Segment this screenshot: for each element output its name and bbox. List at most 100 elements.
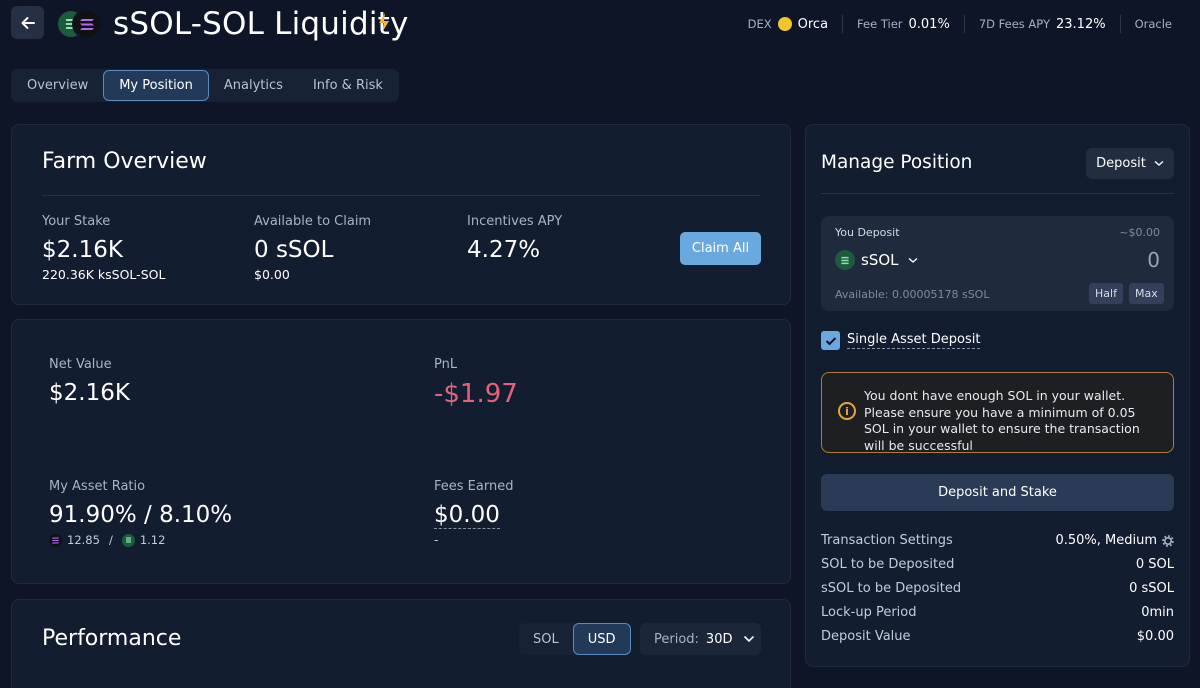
- pnl-label: PnL: [434, 357, 458, 372]
- gear-icon: [1162, 534, 1174, 547]
- available-to-claim-label: Available to Claim: [254, 214, 372, 229]
- dex-value: Orca: [797, 16, 829, 32]
- transaction-settings-value[interactable]: 0.50%, Medium: [1055, 533, 1174, 548]
- info-value: 0 sSOL: [1129, 581, 1174, 596]
- tab-bar: Overview My Position Analytics Info & Ri…: [11, 69, 399, 102]
- chevron-down-icon: [744, 635, 755, 643]
- period-label: Period:: [654, 631, 699, 647]
- deposit-input-box: You Deposit ~$0.00 sSOL 0 Available: 0.0…: [821, 216, 1174, 311]
- token-name: sSOL: [861, 251, 899, 269]
- deposit-and-stake-button[interactable]: Deposit and Stake: [821, 474, 1174, 511]
- toggle-usd[interactable]: USD: [572, 623, 631, 655]
- check-icon: [825, 336, 836, 345]
- info-key: Deposit Value: [821, 629, 911, 644]
- info-value: $0.00: [1136, 629, 1174, 644]
- ssol-token-icon: [121, 533, 135, 547]
- you-deposit-label: You Deposit: [835, 226, 900, 239]
- header-stats: DEX Orca Fee Tier 0.01% 7D Fees APY 23.1…: [734, 14, 1186, 34]
- info-key: sSOL to be Deposited: [821, 581, 962, 596]
- info-value: 0 SOL: [1135, 557, 1174, 572]
- farm-overview-title: Farm Overview: [42, 149, 207, 174]
- pair-token-icon: [56, 9, 104, 39]
- asset-ratio-breakdown: 12.85 / 1.12: [49, 533, 165, 547]
- tab-my-position[interactable]: My Position: [103, 70, 209, 101]
- your-stake-label: Your Stake: [42, 214, 111, 229]
- net-value-label: Net Value: [49, 357, 112, 372]
- orca-icon: [777, 17, 792, 31]
- oracle-stat[interactable]: Oracle: [1119, 15, 1186, 33]
- fees-earned-label: Fees Earned: [434, 479, 514, 494]
- toggle-sol[interactable]: SOL: [533, 631, 559, 647]
- fees-apy-value: 23.12%: [1056, 16, 1106, 32]
- info-icon: i: [838, 402, 856, 420]
- back-button[interactable]: [11, 6, 44, 39]
- period-value: 30D: [705, 631, 733, 647]
- deposit-usd-value: ~$0.00: [1119, 226, 1160, 239]
- sol-token-icon: [49, 533, 62, 547]
- info-row: SOL to be Deposited 0 SOL: [821, 557, 1174, 572]
- warning-banner: i You dont have enough SOL in your walle…: [821, 372, 1174, 453]
- available-balance: Available: 0.00005178 sSOL: [835, 288, 990, 301]
- ratio-ssol-amount: 1.12: [139, 533, 166, 547]
- available-to-claim-usd: $0.00: [254, 267, 290, 282]
- fee-tier-label: Fee Tier: [857, 17, 903, 31]
- fees-apy-stat: 7D Fees APY 23.12%: [963, 15, 1120, 33]
- info-value: 0.50%, Medium: [1055, 533, 1157, 548]
- fees-earned-value[interactable]: $0.00: [434, 502, 500, 529]
- info-key: Lock-up Period: [821, 605, 917, 620]
- performance-title: Performance: [42, 626, 182, 651]
- mode-value: Deposit: [1096, 156, 1146, 171]
- currency-toggle: SOL USD: [519, 623, 631, 655]
- fees-apy-label: 7D Fees APY: [978, 17, 1050, 31]
- claim-all-button[interactable]: Claim All: [680, 232, 761, 265]
- arrow-left-icon: [21, 16, 35, 29]
- divider: [821, 193, 1174, 194]
- farm-overview-card: Farm Overview Your Stake $2.16K 220.36K …: [11, 124, 791, 305]
- half-button[interactable]: Half: [1089, 283, 1123, 304]
- lightning-icon: [377, 12, 391, 36]
- incentives-apy-value: 4.27%: [467, 237, 541, 263]
- available-to-claim-value: 0 sSOL: [254, 237, 334, 263]
- chevron-down-icon: [1154, 160, 1164, 166]
- position-stats-card: Net Value $2.16K PnL -$1.97 My Asset Rat…: [11, 319, 791, 584]
- ratio-separator: /: [108, 533, 113, 547]
- info-row: Lock-up Period 0min: [821, 605, 1174, 620]
- single-asset-label[interactable]: Single Asset Deposit: [847, 332, 981, 349]
- tab-overview[interactable]: Overview: [27, 78, 89, 93]
- dex-label: DEX: [747, 17, 772, 31]
- your-stake-sub: 220.36K ksSOL-SOL: [42, 267, 166, 282]
- ratio-sol-amount: 12.85: [67, 533, 100, 547]
- period-select[interactable]: Period: 30D: [640, 623, 761, 655]
- your-stake-value: $2.16K: [42, 237, 123, 263]
- deposit-amount-input[interactable]: 0: [1147, 248, 1160, 272]
- fee-tier-value: 0.01%: [908, 16, 950, 32]
- tab-info-risk[interactable]: Info & Risk: [312, 78, 383, 93]
- token-selector[interactable]: sSOL: [835, 250, 918, 270]
- ssol-token-icon: [835, 250, 855, 270]
- net-value: $2.16K: [49, 380, 130, 406]
- pnl-value: -$1.97: [434, 379, 518, 409]
- page-title: sSOL-SOL Liquidity: [113, 6, 409, 42]
- info-value: 0min: [1141, 605, 1174, 620]
- info-row: Transaction Settings 0.50%, Medium: [821, 533, 1174, 548]
- mode-select[interactable]: Deposit: [1086, 148, 1174, 179]
- max-button[interactable]: Max: [1129, 283, 1164, 304]
- manage-position-title: Manage Position: [821, 152, 973, 173]
- oracle-label: Oracle: [1134, 17, 1172, 31]
- tab-analytics[interactable]: Analytics: [223, 78, 283, 93]
- fees-earned-sub: -: [434, 532, 439, 547]
- info-row: Deposit Value $0.00: [821, 629, 1174, 644]
- asset-ratio-value: 91.90% / 8.10%: [49, 502, 233, 528]
- asset-ratio-label: My Asset Ratio: [49, 479, 146, 494]
- warning-text: You dont have enough SOL in your wallet.…: [864, 388, 1140, 453]
- info-row: sSOL to be Deposited 0 sSOL: [821, 581, 1174, 596]
- info-key: Transaction Settings: [821, 533, 953, 548]
- info-key: SOL to be Deposited: [821, 557, 955, 572]
- chevron-down-icon: [908, 257, 917, 263]
- dex-stat: DEX Orca: [734, 15, 842, 33]
- divider: [42, 195, 760, 196]
- single-asset-checkbox[interactable]: [821, 331, 840, 350]
- fee-tier-stat: Fee Tier 0.01%: [842, 15, 964, 33]
- sol-token-icon: [72, 9, 102, 39]
- incentives-apy-label: Incentives APY: [467, 214, 563, 229]
